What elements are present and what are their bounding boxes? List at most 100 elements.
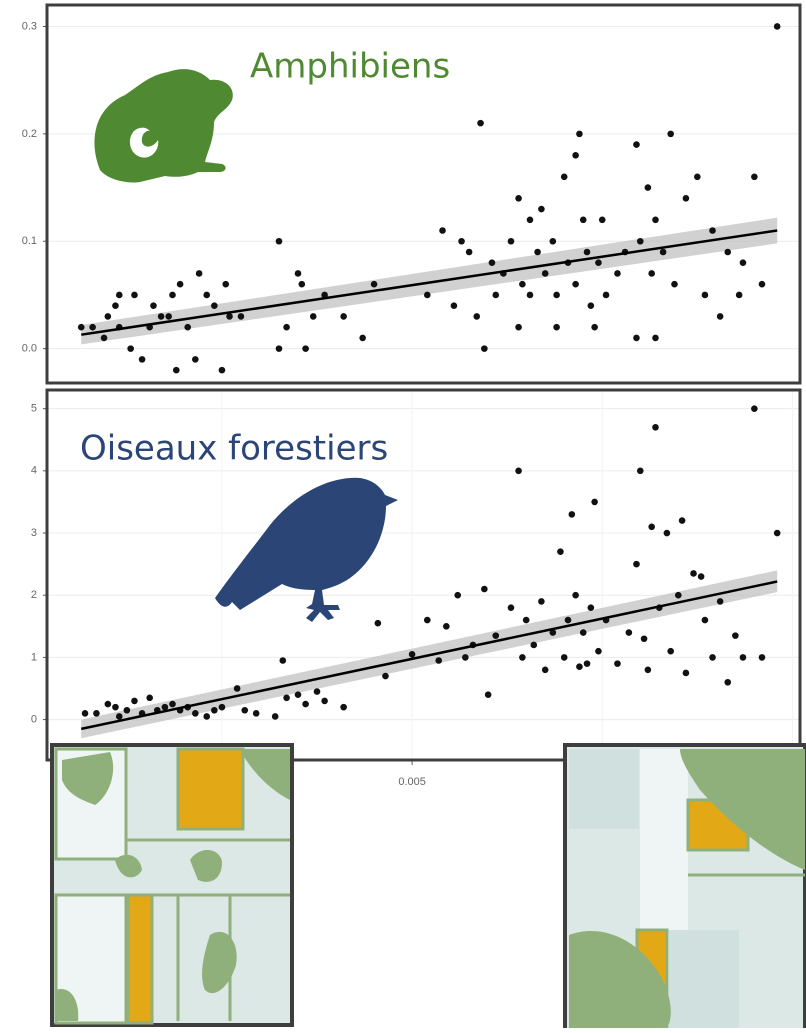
y-tick-label: 3 [31,527,37,539]
point [515,467,522,475]
point [587,302,595,309]
frog-icon [94,69,233,183]
point [192,356,199,363]
point [560,173,568,181]
point [481,585,488,593]
point [340,703,347,711]
point [716,598,724,605]
point [313,688,321,695]
point [709,227,716,234]
point [222,280,230,288]
point [614,660,621,667]
panel-title: Amphibiens [250,47,450,87]
point [424,616,431,624]
point [93,710,100,717]
point [541,666,549,674]
point [541,270,549,277]
point [321,697,328,705]
point [169,700,176,708]
point [408,650,416,658]
point [283,694,290,702]
point [237,313,245,320]
point [583,660,591,667]
y-tick-label: 0.3 [22,20,37,32]
point [576,130,583,138]
point [77,323,85,331]
point [549,237,557,245]
point [89,323,96,331]
point [576,663,583,671]
point [519,280,526,288]
plot-frame [45,3,802,385]
point [633,334,640,342]
point [211,706,218,714]
point [758,280,766,288]
point [530,641,538,649]
point [477,119,484,127]
point [595,259,602,267]
point [773,529,781,537]
point [169,291,176,299]
point [146,694,153,702]
point [526,291,534,299]
point [439,227,446,234]
point [507,604,515,611]
landscape-right [563,743,806,1032]
plots: 0.00.10.20.3Amphibiens0123450.0000.0050.… [22,3,806,788]
bird-icon [215,477,398,622]
point [602,291,610,299]
point [648,523,655,531]
point [233,685,241,692]
point [553,291,560,299]
point [724,678,732,686]
point [636,467,644,475]
point [484,691,492,699]
point [294,270,302,277]
point [709,654,716,661]
point [465,248,473,256]
point [773,23,781,30]
point [659,248,667,256]
point [192,710,199,717]
point [112,302,119,309]
point [203,291,211,299]
point [321,291,328,299]
point [131,697,138,705]
point [340,313,347,320]
y-tick-label: 1 [31,651,37,663]
point [678,517,686,524]
point [275,345,283,352]
point [640,635,648,643]
point [473,313,481,320]
point [579,629,587,636]
point [675,591,682,599]
point [176,280,184,288]
point [218,703,226,711]
point [515,194,522,202]
point [522,616,530,624]
y-tick-label: 2 [31,589,37,601]
point [488,259,496,267]
point [595,647,602,655]
point [701,291,709,299]
point [195,270,203,277]
point [443,623,450,630]
point [100,334,108,342]
point [663,529,671,537]
point [492,632,500,639]
point [682,669,690,677]
x-tick-label: 0.005 [398,776,426,788]
point [751,173,758,181]
y-tick-label: 0.1 [22,235,37,247]
point [701,616,709,624]
point [241,706,249,714]
y-tick-label: 0 [31,713,37,725]
point [633,141,640,148]
point [716,313,724,320]
point [424,291,431,299]
trend-line [80,580,778,731]
point [184,323,192,331]
point [572,591,579,599]
